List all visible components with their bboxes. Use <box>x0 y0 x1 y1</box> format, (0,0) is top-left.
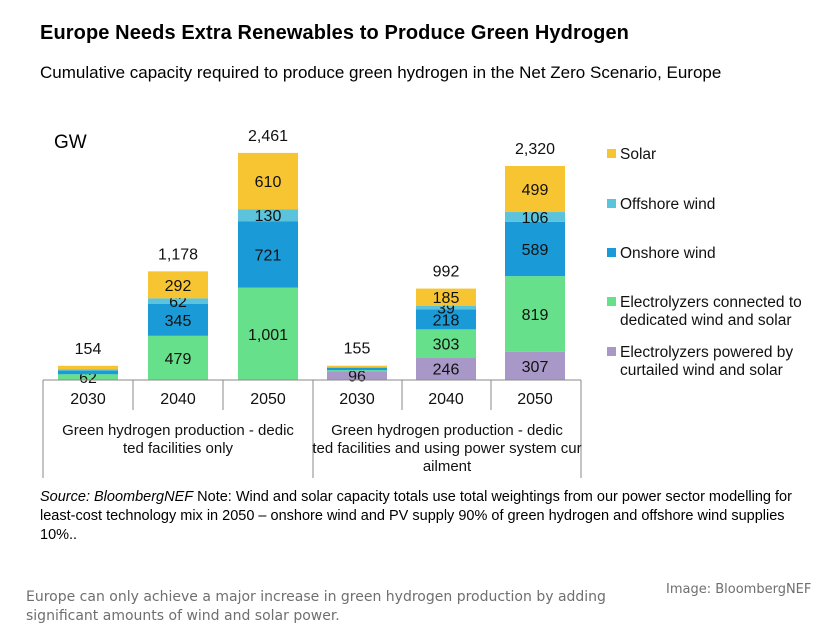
x-tick-label: 2040 <box>160 391 196 408</box>
bar-segment <box>58 374 118 380</box>
x-tick-label: 2050 <box>517 391 553 408</box>
segment-value-label: 499 <box>522 182 549 199</box>
segment-value-label: 345 <box>165 313 192 330</box>
bar-segment <box>148 303 208 336</box>
bar-segment <box>505 351 565 380</box>
image-credit: Image: BloombergNEF <box>666 582 812 597</box>
chart-title: Europe Needs Extra Renewables to Produce… <box>40 22 629 44</box>
bar-segment <box>505 166 565 213</box>
stacked-bar-chart: 62154479345622921,1781,0017211306102,461… <box>42 128 802 478</box>
bar-segment <box>327 371 387 380</box>
bar-segment <box>327 367 387 368</box>
legend-swatch <box>607 297 616 306</box>
bar-segment <box>327 367 387 371</box>
legend-label: Solar <box>620 146 656 163</box>
segment-value-label: 819 <box>522 307 549 324</box>
legend-swatch <box>607 347 616 356</box>
bar-segment <box>58 369 118 371</box>
segment-value-label: 96 <box>348 369 366 386</box>
segment-value-label: 479 <box>165 351 192 368</box>
segment-value-label: 721 <box>255 247 282 264</box>
segment-value-label: 1,001 <box>248 327 288 344</box>
bar-segment <box>416 357 476 380</box>
bar-segment <box>238 152 298 210</box>
bar-segment <box>505 212 565 222</box>
bar-segment <box>238 221 298 288</box>
bar-segment <box>327 370 387 372</box>
segment-value-label: 292 <box>165 278 192 295</box>
source-label: Source: BloombergNEF <box>40 489 194 505</box>
bar-segment <box>238 287 298 380</box>
segment-value-label: 303 <box>433 336 460 353</box>
segment-value-label: 130 <box>255 208 282 225</box>
legend-label: Offshore wind <box>620 196 715 213</box>
segment-value-label: 106 <box>522 210 549 227</box>
bar-segment <box>148 335 208 380</box>
x-tick-label: 2050 <box>250 391 286 408</box>
segment-value-label: 610 <box>255 174 282 191</box>
chart-subtitle: Cumulative capacity required to produce … <box>40 63 722 82</box>
note-text: Note: Wind and solar capacity totals use… <box>40 489 792 543</box>
bar-segment <box>58 370 118 375</box>
bar-segment <box>416 305 476 310</box>
bar-total-label: 154 <box>75 341 102 358</box>
bar-total-label: 1,178 <box>158 246 198 263</box>
bar-total-label: 155 <box>344 341 371 358</box>
bar-segment <box>238 209 298 222</box>
group-label: Green hydrogen production - dedic <box>331 422 563 439</box>
segment-value-label: 246 <box>433 362 460 379</box>
bar-segment <box>416 309 476 330</box>
bar-total-label: 2,320 <box>515 141 555 158</box>
group-label: ailment <box>423 458 472 475</box>
segment-value-label: 62 <box>169 294 187 311</box>
bar-total-label: 992 <box>433 264 460 281</box>
segment-value-label: 307 <box>522 359 549 376</box>
segment-value-label: 62 <box>79 370 97 387</box>
legend-label: Electrolyzers powered by curtailed wind a… <box>620 344 793 379</box>
legend-label: Electrolyzers connected to dedicated wind… <box>620 294 802 329</box>
bar-segment <box>416 288 476 306</box>
bar-segment <box>416 329 476 358</box>
bar-segment <box>327 365 387 368</box>
segment-value-label: 185 <box>433 290 460 307</box>
group-label: ted facilities only <box>123 440 234 457</box>
x-tick-label: 2030 <box>70 391 106 408</box>
bar-segment <box>148 298 208 304</box>
group-label: Green hydrogen production - dedic <box>62 422 294 439</box>
unit-label: GW <box>54 132 87 153</box>
segment-value-label: 218 <box>433 312 460 329</box>
bar-segment <box>58 365 118 370</box>
chart-figure: Europe Needs Extra Renewables to Produce… <box>40 22 802 545</box>
bar-segment <box>505 221 565 277</box>
bar-segment <box>148 271 208 299</box>
legend-swatch <box>607 149 616 158</box>
bar-segment <box>505 276 565 352</box>
bar-total-label: 2,461 <box>248 128 288 145</box>
legend-label: Onshore wind <box>620 245 716 262</box>
source-note: Source: BloombergNEF Note: Wind and sola… <box>40 488 800 545</box>
segment-value-label: 589 <box>522 242 549 259</box>
x-tick-label: 2030 <box>339 391 375 408</box>
group-label: ted facilities and using power system cu… <box>312 440 581 457</box>
x-tick-label: 2040 <box>428 391 464 408</box>
image-caption: Europe can only achieve a major increase… <box>26 589 606 624</box>
legend-swatch <box>607 199 616 208</box>
legend-swatch <box>607 248 616 257</box>
